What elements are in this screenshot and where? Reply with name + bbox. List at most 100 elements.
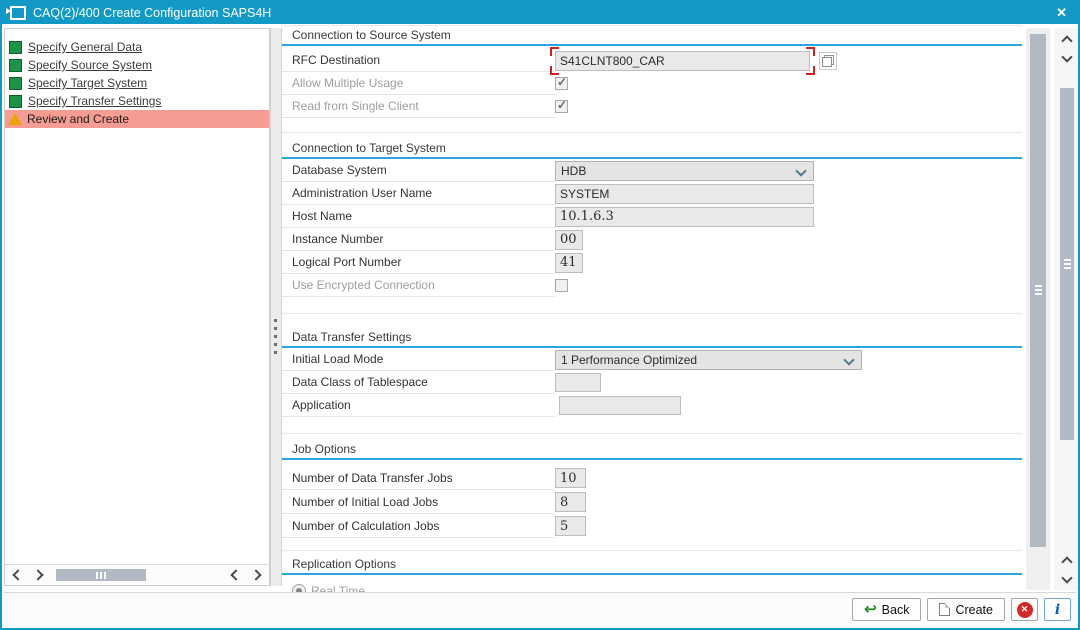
form-row-rfc-destination: RFC Destination bbox=[282, 46, 1022, 75]
field-label: Number of Initial Load Jobs bbox=[282, 490, 555, 514]
vertical-scrollbar-thumb[interactable] bbox=[1060, 88, 1074, 440]
scroll-left-icon[interactable] bbox=[230, 569, 242, 581]
field-label: Application bbox=[282, 394, 555, 417]
sidebar-item-specify-transfer-settings[interactable]: Specify Transfer Settings bbox=[5, 92, 269, 110]
sidebar-item-specify-source-system[interactable]: Specify Source System bbox=[5, 56, 269, 74]
admin-user-input[interactable] bbox=[555, 183, 814, 204]
allow-multiple-usage-checkbox[interactable]: ✓ bbox=[555, 75, 568, 90]
form-row-instance-number: Instance Number bbox=[282, 228, 1022, 251]
vertical-scrollbar-thumb[interactable] bbox=[1030, 34, 1046, 547]
initial-load-jobs-input[interactable] bbox=[555, 492, 586, 512]
scroll-down-icon[interactable] bbox=[1061, 572, 1073, 584]
document-icon bbox=[939, 603, 951, 616]
content-vertical-scrollbar[interactable] bbox=[1026, 28, 1050, 590]
field-label: Read from Single Client bbox=[282, 95, 555, 118]
field-label: Administration User Name bbox=[282, 182, 555, 205]
form-row-admin-user: Administration User Name bbox=[282, 182, 1022, 205]
back-button-label: Back bbox=[881, 602, 910, 617]
scroll-right-icon[interactable] bbox=[250, 569, 262, 581]
sidebar-item-label: Specify Transfer Settings bbox=[28, 94, 162, 108]
real-time-radio[interactable] bbox=[292, 584, 306, 594]
form-row-initial-load-mode: Initial Load Mode 1 Performance Optimize… bbox=[282, 348, 1022, 371]
application-input[interactable] bbox=[559, 396, 681, 415]
sidebar-horizontal-scrollbar[interactable] bbox=[5, 564, 269, 585]
field-label: Allow Multiple Usage bbox=[282, 72, 555, 95]
database-system-select[interactable]: HDB bbox=[555, 160, 814, 181]
rfc-destination-input[interactable] bbox=[555, 50, 810, 71]
sidebar-item-specify-general-data[interactable]: Specify General Data bbox=[5, 38, 269, 56]
rfc-destination-field-wrap bbox=[550, 46, 815, 75]
form-row-logical-port: Logical Port Number bbox=[282, 251, 1022, 274]
back-button[interactable]: ↩ Back bbox=[852, 598, 922, 621]
form-row-allow-multiple-usage: Allow Multiple Usage ✓ bbox=[282, 72, 1022, 95]
focus-corner bbox=[550, 46, 559, 56]
radio-label: Real Time bbox=[311, 584, 366, 594]
close-icon[interactable]: ✕ bbox=[1056, 5, 1067, 20]
create-button-label: Create bbox=[955, 602, 993, 617]
sidebar-item-label: Review and Create bbox=[27, 112, 130, 126]
data-transfer-jobs-input[interactable] bbox=[555, 468, 586, 488]
field-label: RFC Destination bbox=[282, 49, 555, 72]
scroll-down-icon[interactable] bbox=[1061, 51, 1073, 63]
section-separator bbox=[282, 118, 1022, 133]
instance-number-input[interactable] bbox=[555, 229, 583, 250]
window-title: CAQ(2)/400 Create Configuration SAPS4H bbox=[33, 6, 272, 20]
field-label: Number of Data Transfer Jobs bbox=[282, 466, 555, 490]
field-label: Logical Port Number bbox=[282, 251, 555, 274]
field-label: Instance Number bbox=[282, 228, 555, 251]
scroll-up-icon[interactable] bbox=[1061, 35, 1073, 47]
thumb-grip-icon bbox=[1063, 258, 1071, 270]
radio-dot-icon bbox=[296, 588, 302, 594]
initial-load-mode-select[interactable]: 1 Performance Optimized bbox=[555, 349, 862, 370]
host-name-input[interactable] bbox=[555, 206, 814, 227]
calculation-jobs-input[interactable] bbox=[555, 516, 586, 536]
section-title-job-options: Job Options bbox=[282, 442, 1022, 460]
form-row-use-encrypted-connection: Use Encrypted Connection bbox=[282, 274, 1022, 297]
step-list: Specify General Data Specify Source Syst… bbox=[5, 29, 269, 128]
create-button[interactable]: Create bbox=[927, 598, 1005, 621]
horizontal-scrollbar-thumb[interactable] bbox=[56, 569, 146, 581]
field-label: Data Class of Tablespace bbox=[282, 371, 555, 394]
thumb-grip-icon bbox=[95, 571, 107, 579]
form-content: Connection to Source System RFC Destinat… bbox=[282, 24, 1022, 594]
status-complete-icon bbox=[9, 58, 22, 72]
window-icon bbox=[6, 6, 26, 20]
status-warning-icon bbox=[8, 113, 22, 125]
dialog-body: Specify General Data Specify Source Syst… bbox=[4, 24, 1078, 626]
pane-splitter[interactable] bbox=[270, 28, 282, 586]
section-title-data-transfer: Data Transfer Settings bbox=[282, 330, 1022, 348]
value-help-icon[interactable] bbox=[819, 51, 837, 70]
info-button[interactable]: i bbox=[1044, 598, 1071, 621]
logical-port-input[interactable] bbox=[555, 252, 583, 273]
selected-value: 1 Performance Optimized bbox=[561, 352, 698, 367]
section-separator bbox=[282, 297, 1022, 314]
scroll-left-icon[interactable] bbox=[12, 569, 24, 581]
sidebar-item-label: Specify Source System bbox=[28, 58, 153, 72]
chevron-down-icon bbox=[795, 164, 807, 177]
window-vertical-scrollbar[interactable] bbox=[1054, 28, 1078, 590]
scroll-right-icon[interactable] bbox=[32, 569, 44, 581]
check-icon: ✓ bbox=[557, 98, 568, 112]
field-label: Database System bbox=[282, 159, 555, 182]
read-single-client-checkbox[interactable]: ✓ bbox=[555, 98, 568, 113]
cancel-button[interactable]: ✕ bbox=[1011, 598, 1038, 621]
selected-value: HDB bbox=[561, 163, 587, 178]
sidebar-item-specify-target-system[interactable]: Specify Target System bbox=[5, 74, 269, 92]
form-row-application: Application bbox=[282, 394, 1022, 417]
form-row-database-system: Database System HDB bbox=[282, 159, 1022, 182]
sidebar-item-review-and-create[interactable]: Review and Create bbox=[5, 110, 269, 128]
form-row-data-class: Data Class of Tablespace bbox=[282, 371, 1022, 394]
scroll-up-icon[interactable] bbox=[1061, 556, 1073, 568]
data-class-input[interactable] bbox=[555, 373, 601, 392]
section-title-target-system: Connection to Target System bbox=[282, 141, 1022, 159]
section-separator bbox=[282, 25, 1022, 26]
step-list-panel: Specify General Data Specify Source Syst… bbox=[4, 28, 270, 586]
sidebar-item-label: Specify Target System bbox=[28, 76, 148, 90]
focus-corner bbox=[550, 65, 559, 75]
status-complete-icon bbox=[9, 40, 22, 54]
form-row-calculation-jobs: Number of Calculation Jobs bbox=[282, 514, 1022, 538]
encrypted-connection-checkbox[interactable] bbox=[555, 279, 568, 292]
field-label: Use Encrypted Connection bbox=[282, 274, 555, 297]
focus-corner bbox=[806, 65, 815, 75]
